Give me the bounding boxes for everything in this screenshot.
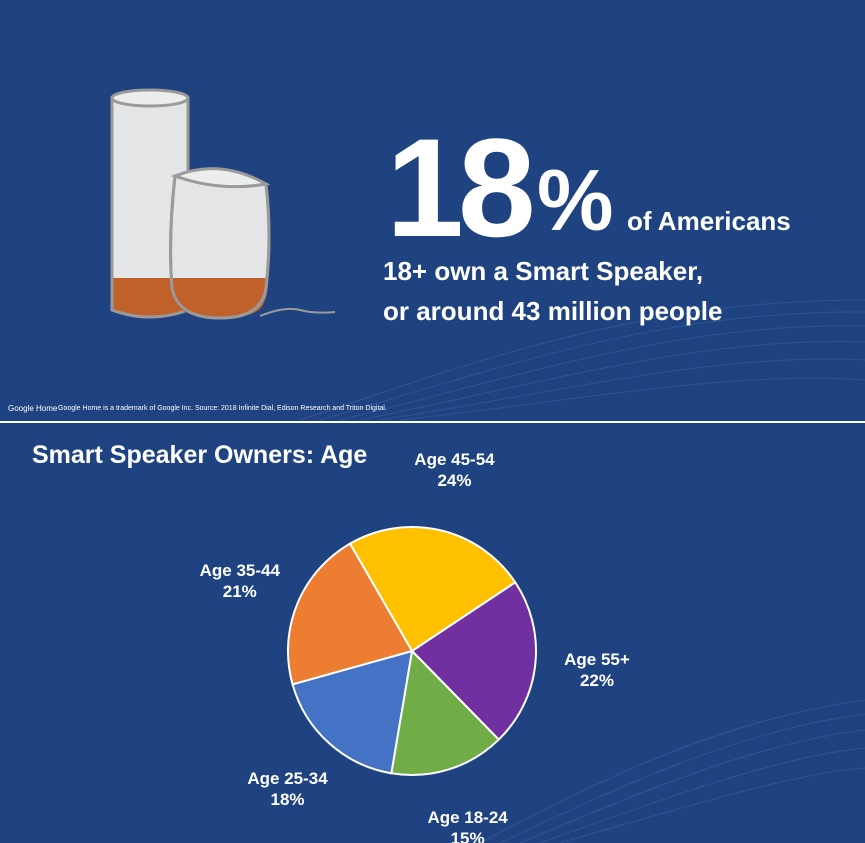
footnote-brand: Google Home — [8, 404, 58, 413]
pie-value-label: 21% — [222, 581, 257, 601]
headline-percent-sign: % — [537, 153, 614, 249]
pie-slice-age-25-34 — [291, 649, 414, 775]
chart-title: Smart Speaker Owners: Age — [32, 441, 368, 469]
pie-slice-age-55 — [410, 580, 537, 742]
pie-category-label: Age 55+ — [564, 650, 630, 670]
panel-divider — [0, 421, 865, 423]
smart-speaker-illustration — [110, 88, 336, 320]
pie-slice-age-45-54 — [348, 526, 517, 653]
pie-category-label: Age 35-44 — [199, 560, 280, 580]
pie-label-age-55: Age 55+ 22% — [547, 649, 647, 691]
pie-category-label: Age 45-54 — [414, 449, 495, 469]
pie-label-age-45-54: Age 45-54 24% — [404, 449, 504, 491]
short-speaker-icon — [169, 167, 271, 320]
pie-value-label: 15% — [450, 829, 485, 843]
headline-line-2: or around 43 million people — [383, 296, 723, 326]
pie-slice-age-35-44 — [287, 542, 414, 686]
pie-label-age-25-34: Age 25-34 18% — [238, 768, 338, 810]
pie-category-label: Age 25-34 — [247, 769, 328, 789]
pie-slice-age-18-24 — [390, 648, 501, 776]
power-cord — [259, 307, 336, 317]
pie-category-label: Age 18-24 — [427, 808, 508, 828]
pie-value-label: 24% — [437, 470, 472, 490]
headline-stat-number: 18 — [386, 109, 536, 266]
pie-label-age-18-24: Age 18-24 15% — [418, 807, 518, 843]
pie-label-age-35-44: Age 35-44 21% — [190, 560, 290, 602]
pie-value-label: 18% — [270, 790, 305, 810]
headline-suffix: of Americans — [627, 206, 791, 236]
pie-value-label: 22% — [579, 671, 614, 691]
headline-line-1: 18+ own a Smart Speaker, — [383, 256, 704, 286]
footnote-source: Google Home is a trademark of Google Inc… — [58, 405, 387, 412]
